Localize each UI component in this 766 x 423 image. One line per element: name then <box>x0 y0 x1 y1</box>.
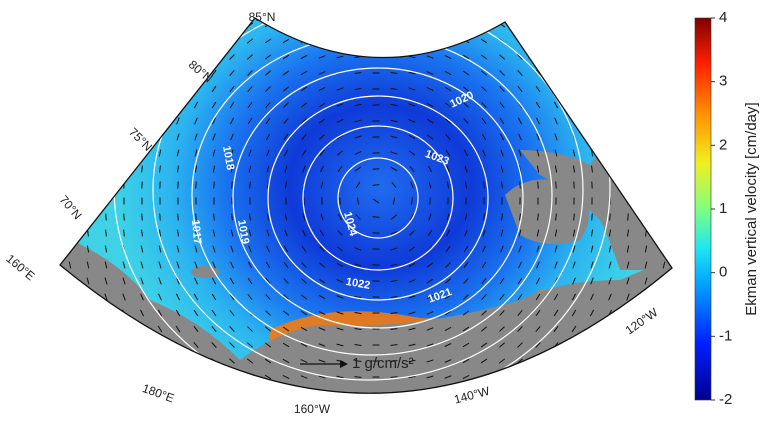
longitude-label: 140°W <box>453 384 492 407</box>
colorbar-tick-label: -1 <box>719 327 732 344</box>
latitude-label: 70°N <box>57 193 85 223</box>
longitude-label: 120°W <box>623 305 661 338</box>
colorbar-tick-label: -2 <box>719 391 732 408</box>
contour-label: 1017 <box>189 219 203 244</box>
scale-label: 1 g/cm/s² <box>352 355 414 372</box>
colorbar-tick-label: 1 <box>719 200 727 217</box>
latitude-label: 85°N <box>249 10 276 24</box>
longitude-label: 160°E <box>3 251 37 283</box>
colorbar-tick-label: 2 <box>719 136 727 153</box>
colorbar-label: Ekman vertical velocity [cm/day] <box>743 102 760 315</box>
colorbar-tick-label: 3 <box>719 73 727 90</box>
longitude-label: 160°W <box>294 402 331 416</box>
longitude-label: 180°E <box>140 381 176 405</box>
colorbar <box>695 18 711 400</box>
colorbar-tick-label: 0 <box>719 264 727 281</box>
colorbar-tick-label: 4 <box>719 9 727 26</box>
